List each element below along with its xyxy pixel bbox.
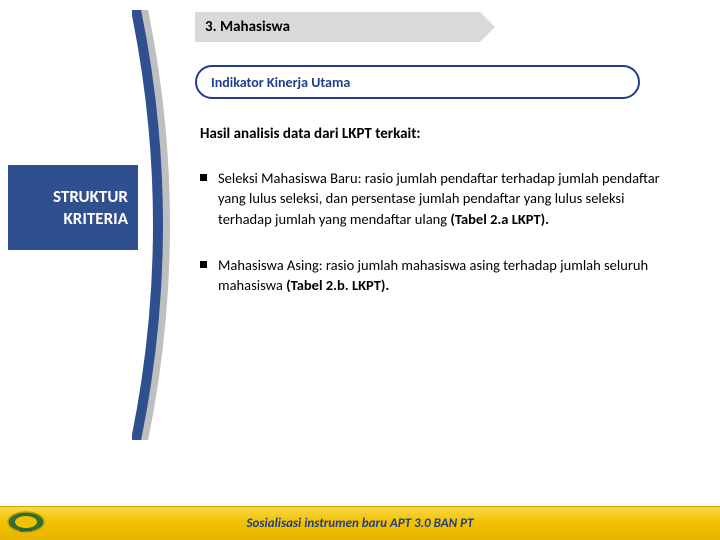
- bullet-bold: (Tabel 2.a LKPT).: [450, 210, 549, 228]
- section-header: 3. Mahasiswa: [195, 12, 480, 42]
- footer-text: Sosialisasi instrumen baru APT 3.0 BAN P…: [246, 516, 473, 531]
- indicator-pill: Indikator Kinerja Utama: [195, 65, 640, 99]
- bullet-text: Seleksi Mahasiswa Baru: rasio jumlah pen…: [218, 169, 660, 228]
- svg-text:BAN-PT: BAN-PT: [20, 529, 34, 534]
- decorative-arc: [132, 10, 192, 440]
- sidebar-title-box: STRUKTUR KRITERIA: [8, 165, 138, 250]
- bullet-item: Seleksi Mahasiswa Baru: rasio jumlah pen…: [200, 168, 680, 229]
- footer-bar: Sosialisasi instrumen baru APT 3.0 BAN P…: [0, 506, 720, 540]
- footer-logo-icon: BAN-PT: [6, 510, 46, 534]
- section-header-text: 3. Mahasiswa: [205, 18, 290, 36]
- bullet-bold: (Tabel 2.b. LKPT).: [286, 276, 389, 294]
- content-heading: Hasil analisis data dari LKPT terkait:: [200, 125, 680, 143]
- bullet-text: Mahasiswa Asing: rasio jumlah mahasiswa …: [218, 256, 648, 294]
- sidebar-line1: STRUKTUR: [53, 186, 128, 207]
- bullet-item: Mahasiswa Asing: rasio jumlah mahasiswa …: [200, 255, 680, 296]
- content-area: Hasil analisis data dari LKPT terkait: S…: [200, 125, 680, 321]
- sidebar-line2: KRITERIA: [63, 208, 128, 229]
- indicator-label: Indikator Kinerja Utama: [211, 74, 350, 91]
